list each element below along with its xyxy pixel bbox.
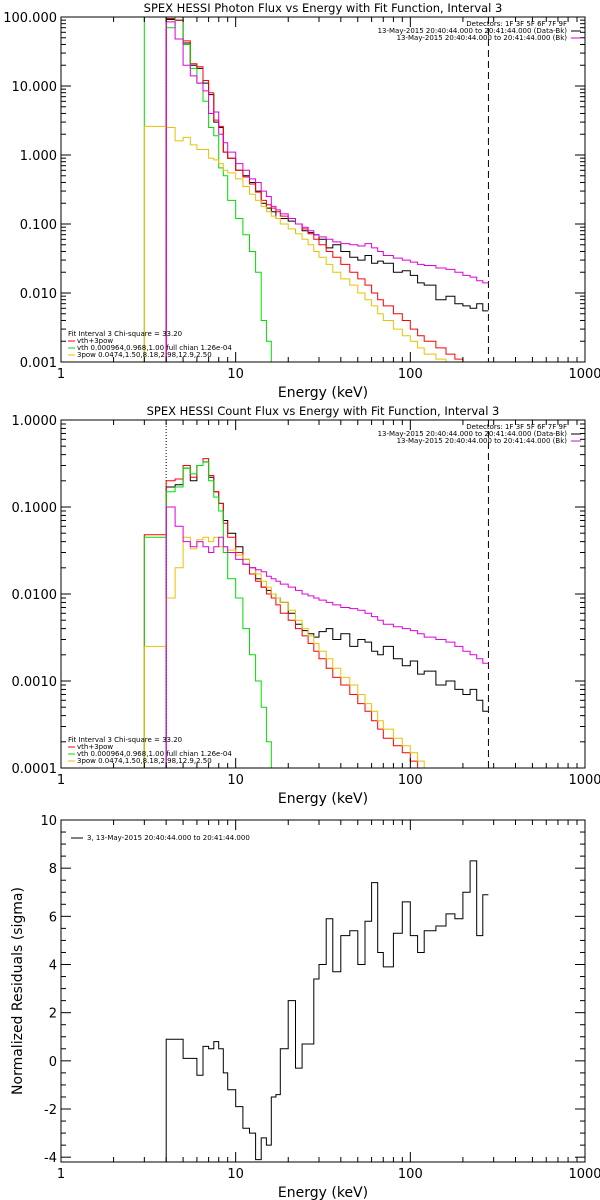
header-line-2: 13-May-2015 20:40:44.000 to 20:41:44.000… (378, 27, 568, 35)
fit-legend-entry-3: 3pow 0.0474,1.50,8.18,2.98,12.9,2.50 (77, 757, 212, 765)
series-group (143, 458, 489, 768)
y-tick-label: -4 (44, 1151, 57, 1166)
chart-title: SPEX HESSI Count Flux vs Energy with Fit… (147, 404, 500, 418)
chart-panel-3: 1 10 100 1000 -4 -2 0 2 4 6 8 10 Energy (keV) Normali… (10, 814, 600, 1200)
y-tick-label: 4 (49, 959, 57, 974)
header-line-3: 13-May-2015 20:40:44.000 to 20:41:44.000… (397, 34, 568, 42)
x-tick-label: 100 (398, 367, 423, 382)
plot-frame (60, 819, 586, 1163)
x-tick-label: 10 (227, 1167, 244, 1182)
x-tick-label: 10 (227, 367, 244, 382)
x-tick-label: 1 (57, 773, 65, 788)
x-axis-title: Energy (keV) (278, 791, 368, 807)
y-tick-label: -2 (44, 1103, 57, 1118)
y-tick-label: 0.0010 (12, 675, 58, 690)
chart-title: SPEX HESSI Photon Flux vs Energy with Fi… (144, 1, 503, 15)
y-tick-label: 0.1000 (12, 501, 58, 516)
header-line-1: Detectors: 1F 3F 5F 6F 7F 9F (466, 423, 567, 431)
series-line-3 (143, 461, 272, 768)
fit-legend-entry-3: 3pow 0.0474,1.50,8.18,2.98,12.9,2.50 (77, 351, 212, 359)
x-tick-label: 1 (57, 367, 65, 382)
fit-legend-entry-2: vth 0.000964,0.968,1.00 full chian 1.26e… (77, 344, 232, 352)
y-tick-label: 100.000 (3, 11, 57, 26)
y-tick-label: 8 (49, 862, 57, 877)
fit-legend-entry-1: vth+3pow (77, 337, 113, 345)
plot-frame (60, 16, 586, 363)
y-tick-label: 6 (49, 910, 57, 925)
y-tick-label: 0.0100 (12, 588, 58, 603)
series-line-2 (165, 18, 464, 362)
header-line-1: Detectors: 1F 3F 5F 6F 7F 9F (466, 20, 567, 28)
series-line-4 (143, 125, 447, 362)
series-line-3 (143, 17, 272, 362)
y-axis-title: Normalized Residuals (sigma) (10, 887, 26, 1095)
series-line-1 (165, 19, 489, 362)
x-tick-label: 1000 (568, 367, 600, 382)
x-tick-label: 1 (57, 1167, 65, 1182)
x-axis-title: Energy (keV) (278, 385, 368, 401)
y-tick-label: 1.000 (20, 149, 57, 164)
series-line-2 (143, 458, 425, 768)
header-line-2: 13-May-2015 20:40:44.000 to 20:41:44.000… (378, 430, 568, 438)
y-tick-label: 0.100 (20, 218, 57, 233)
series-line-5 (165, 21, 489, 362)
y-tick-label: 10.000 (12, 80, 58, 95)
fit-legend-header: Fit Interval 3 Chi-square = 33.20 (68, 330, 182, 338)
series-group (143, 17, 489, 362)
y-tick-label: 0.001 (20, 356, 57, 371)
x-tick-label: 1000 (568, 1167, 600, 1182)
y-tick-label: 2 (49, 1007, 57, 1022)
fit-legend-entry-2: vth 0.000964,0.968,1.00 full chian 1.26e… (77, 750, 232, 758)
x-tick-label: 100 (398, 773, 423, 788)
series-line-1 (165, 461, 489, 768)
header-line-3: 13-May-2015 20:40:44.000 to 20:41:44.000… (397, 437, 568, 445)
fit-legend-entry-1: vth+3pow (77, 743, 113, 751)
x-axis-title: Energy (keV) (278, 1185, 368, 1200)
y-tick-label: 0.010 (20, 287, 57, 302)
x-tick-label: 100 (398, 1167, 423, 1182)
y-tick-label: 0 (49, 1055, 57, 1070)
series-line-5 (165, 506, 489, 768)
y-tick-label: 10 (40, 814, 57, 829)
chart-panel-2: 1 10 100 1000 0.0001 0.0010 0.0100 0.1000 1.0000… (12, 404, 600, 807)
x-tick-label: 1000 (568, 773, 600, 788)
chart-panel-1: 1 10 100 1000 0.001 0.010 0.100 1.000 10.000 100.… (3, 1, 600, 401)
series-group (165, 860, 489, 1162)
series-line-4 (143, 536, 437, 768)
y-tick-label: 1.0000 (12, 414, 58, 429)
x-tick-label: 10 (227, 773, 244, 788)
y-tick-label: 0.0001 (12, 762, 58, 777)
fit-legend-header: Fit Interval 3 Chi-square = 33.20 (68, 736, 182, 744)
plot-frame (60, 419, 586, 769)
series-line-1 (165, 860, 489, 1162)
legend-entry: 3, 13-May-2015 20:40:44.000 to 20:41:44.… (87, 834, 250, 842)
